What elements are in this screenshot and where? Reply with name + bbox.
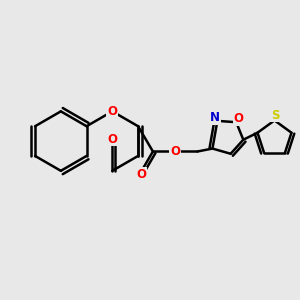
Text: O: O (234, 112, 244, 125)
Text: O: O (107, 133, 117, 146)
Text: N: N (210, 111, 220, 124)
Text: S: S (271, 109, 280, 122)
Text: O: O (170, 145, 180, 158)
Text: O: O (107, 105, 117, 118)
Text: O: O (136, 168, 146, 181)
